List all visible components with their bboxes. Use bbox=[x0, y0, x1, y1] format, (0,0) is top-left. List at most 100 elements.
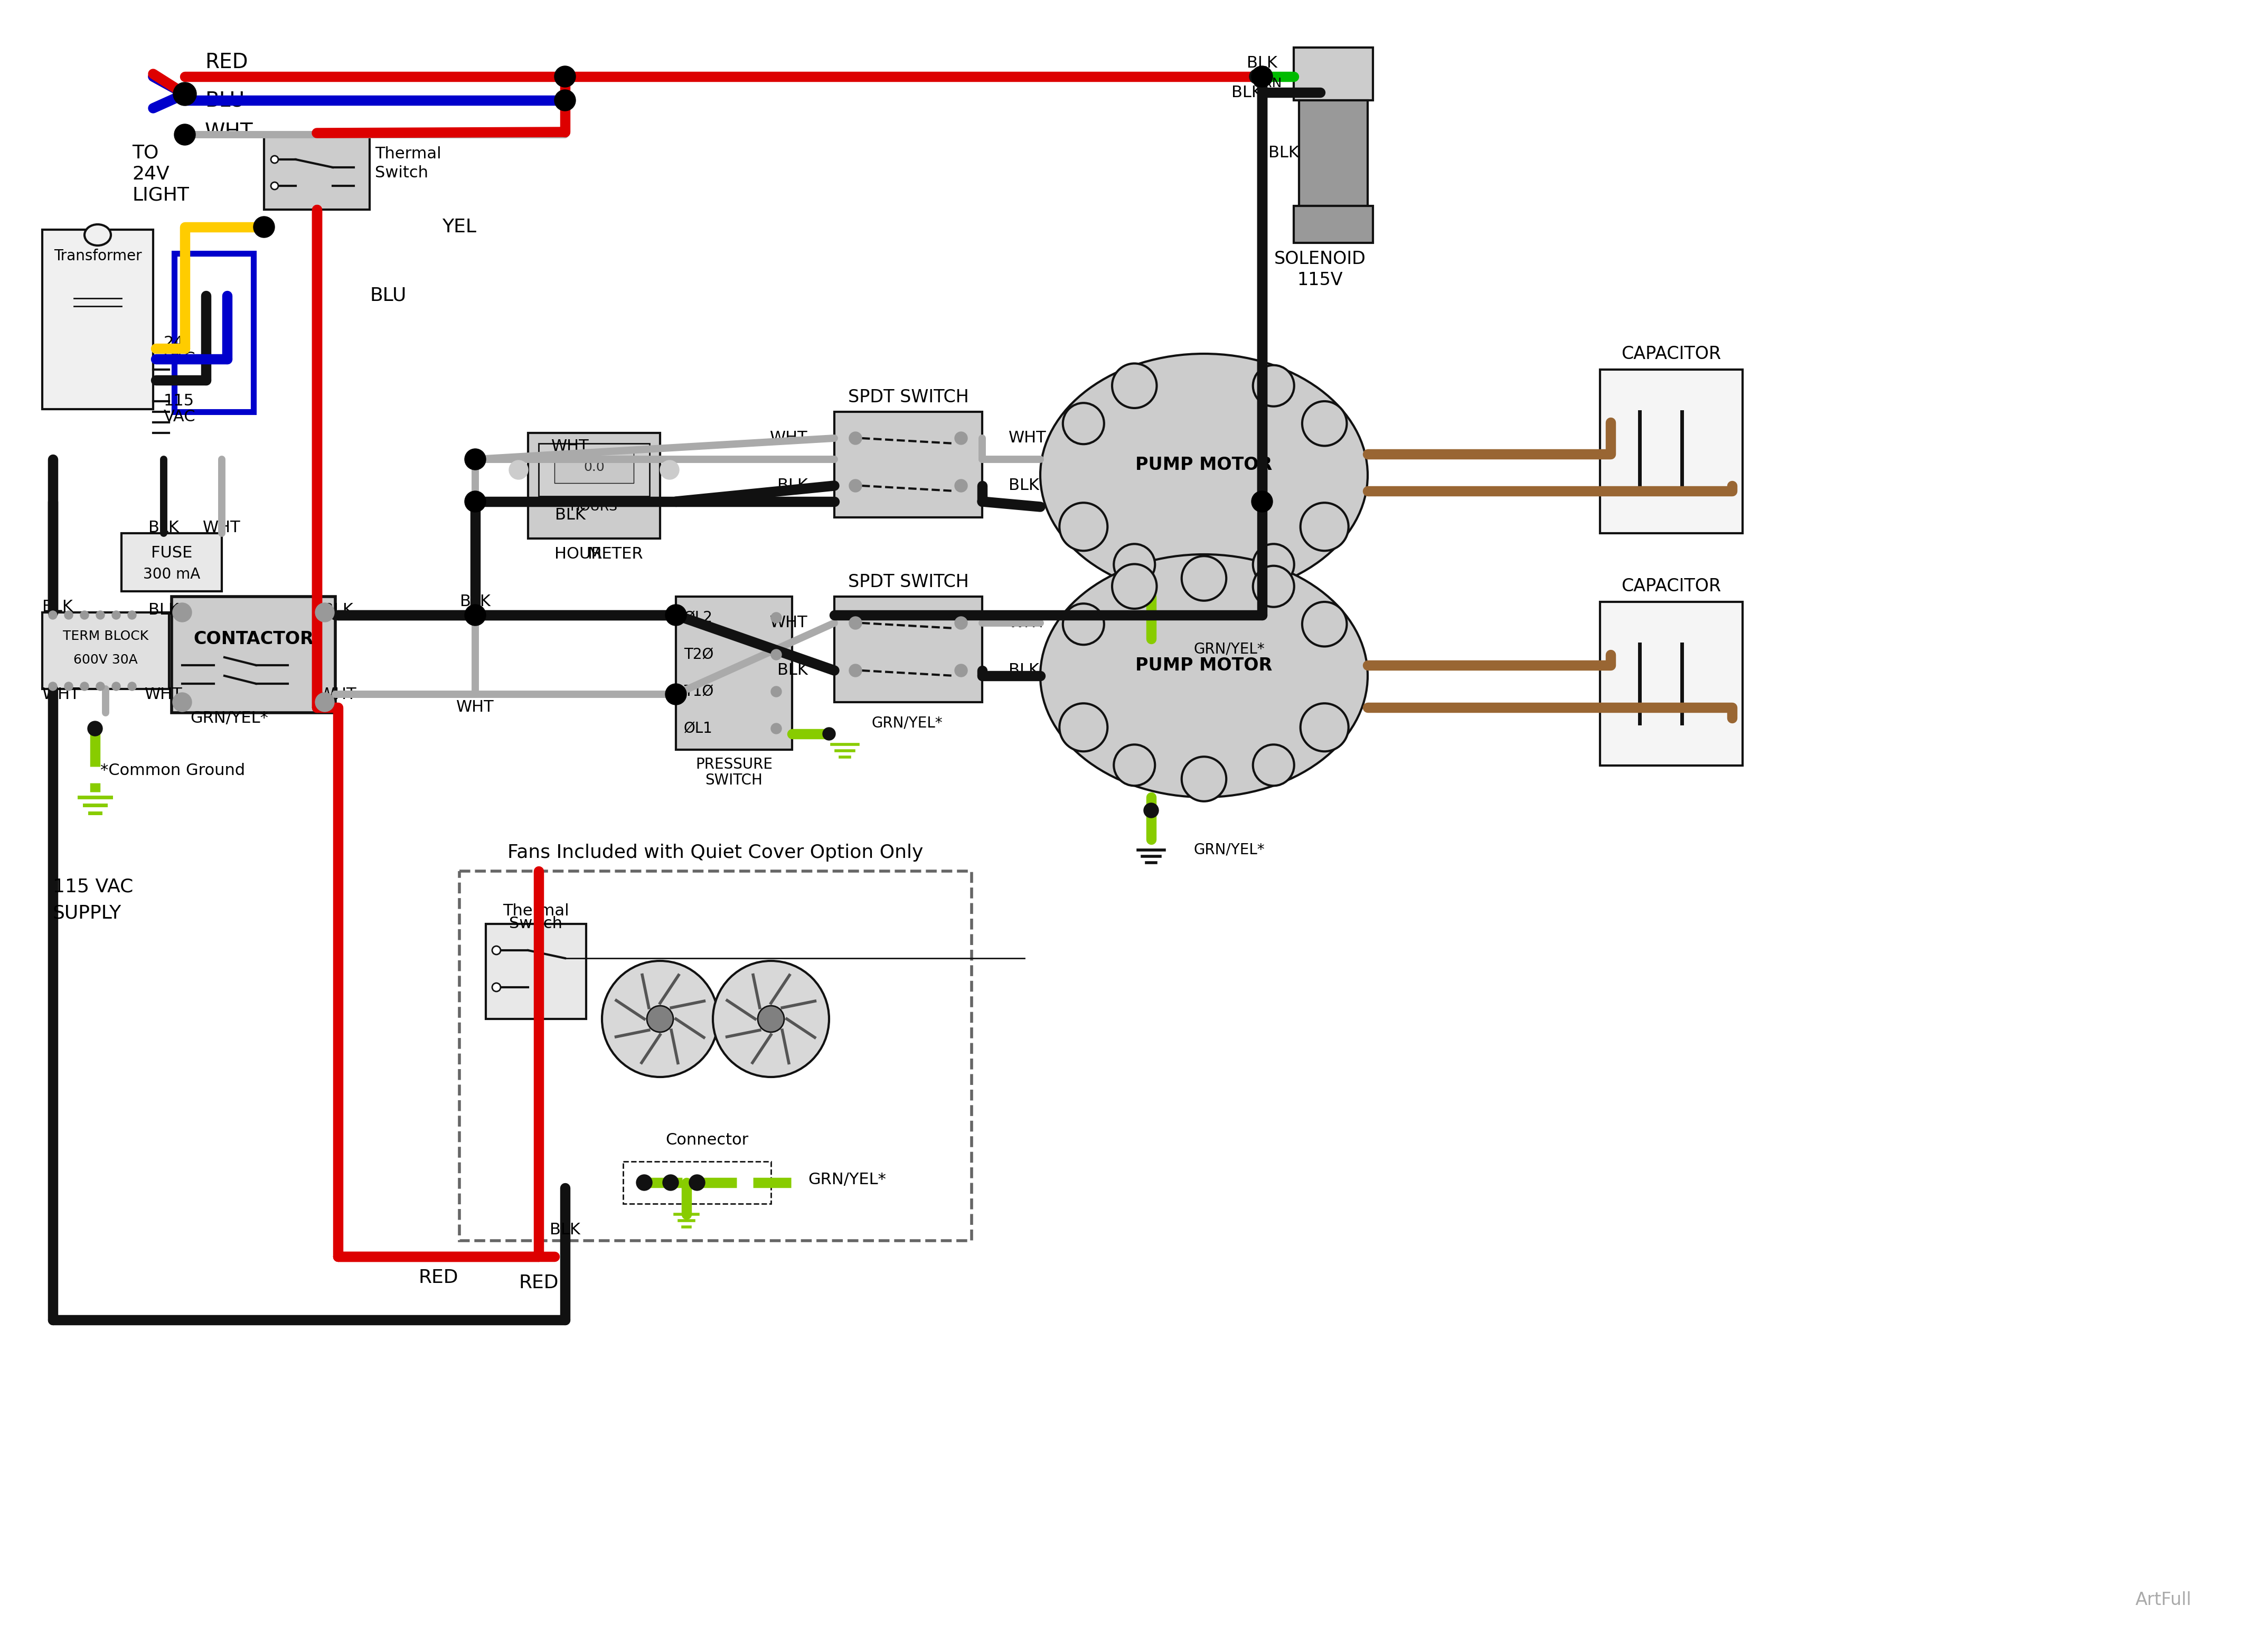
Text: 115V: 115V bbox=[1297, 271, 1343, 289]
Circle shape bbox=[553, 65, 576, 87]
Circle shape bbox=[1182, 556, 1227, 601]
Text: ØL2: ØL2 bbox=[685, 611, 712, 626]
Bar bbox=[263, 132, 370, 209]
Circle shape bbox=[315, 603, 333, 623]
Circle shape bbox=[848, 616, 862, 629]
Circle shape bbox=[315, 693, 333, 712]
Text: WHT: WHT bbox=[456, 699, 494, 716]
Circle shape bbox=[771, 686, 782, 696]
Circle shape bbox=[172, 603, 193, 623]
Circle shape bbox=[48, 611, 57, 619]
Text: WHT: WHT bbox=[43, 686, 79, 703]
Bar bbox=[835, 596, 982, 703]
Circle shape bbox=[1064, 603, 1105, 645]
Circle shape bbox=[492, 946, 501, 954]
Circle shape bbox=[771, 613, 782, 623]
Text: BLK: BLK bbox=[1009, 663, 1039, 678]
Bar bbox=[460, 871, 971, 1240]
Circle shape bbox=[270, 155, 279, 163]
Circle shape bbox=[95, 681, 104, 691]
Text: WHT: WHT bbox=[320, 686, 356, 703]
Circle shape bbox=[175, 124, 195, 145]
Bar bbox=[1293, 47, 1372, 100]
Text: VAC: VAC bbox=[163, 410, 195, 425]
Text: 300 mA: 300 mA bbox=[143, 567, 200, 582]
Circle shape bbox=[955, 616, 968, 629]
Text: BLK: BLK bbox=[1009, 479, 1039, 493]
Circle shape bbox=[665, 683, 687, 704]
Circle shape bbox=[492, 984, 501, 992]
Circle shape bbox=[1250, 69, 1263, 83]
Circle shape bbox=[508, 461, 528, 479]
Text: 115 VAC: 115 VAC bbox=[52, 877, 134, 895]
Bar bbox=[1293, 206, 1372, 243]
Bar bbox=[175, 253, 254, 412]
Text: WHT: WHT bbox=[202, 520, 240, 536]
Ellipse shape bbox=[1041, 554, 1368, 797]
Text: LIGHT: LIGHT bbox=[132, 186, 188, 204]
Circle shape bbox=[1302, 402, 1347, 446]
Text: GRN: GRN bbox=[1252, 77, 1281, 90]
Circle shape bbox=[646, 1007, 674, 1033]
Text: 24: 24 bbox=[163, 335, 184, 351]
Circle shape bbox=[712, 961, 830, 1077]
Text: BLK: BLK bbox=[147, 520, 179, 536]
Text: GRN/YEL*: GRN/YEL* bbox=[871, 716, 943, 730]
Circle shape bbox=[48, 681, 57, 691]
Circle shape bbox=[771, 649, 782, 660]
Bar bbox=[1300, 100, 1368, 206]
Bar bbox=[1599, 369, 1742, 533]
Text: TERM BLOCK: TERM BLOCK bbox=[64, 629, 147, 642]
Circle shape bbox=[465, 490, 485, 511]
Text: T2Ø: T2Ø bbox=[685, 647, 714, 662]
Circle shape bbox=[1114, 544, 1154, 585]
Bar bbox=[43, 230, 154, 409]
Text: TO: TO bbox=[132, 144, 159, 162]
Circle shape bbox=[1111, 363, 1157, 409]
Text: SWITCH: SWITCH bbox=[705, 773, 762, 788]
Circle shape bbox=[665, 605, 687, 626]
Circle shape bbox=[1300, 503, 1349, 551]
Circle shape bbox=[64, 681, 73, 691]
Circle shape bbox=[955, 431, 968, 444]
Text: WHT: WHT bbox=[1009, 616, 1046, 631]
Circle shape bbox=[848, 431, 862, 444]
Circle shape bbox=[1111, 564, 1157, 609]
Text: ArtFull: ArtFull bbox=[2134, 1592, 2191, 1608]
Circle shape bbox=[1300, 703, 1349, 752]
Circle shape bbox=[1252, 745, 1295, 786]
Text: Connector: Connector bbox=[665, 1132, 748, 1149]
Circle shape bbox=[1252, 490, 1272, 511]
Circle shape bbox=[95, 611, 104, 619]
Circle shape bbox=[823, 727, 835, 740]
Circle shape bbox=[175, 83, 195, 105]
Bar bbox=[624, 1162, 771, 1204]
Ellipse shape bbox=[84, 224, 111, 245]
Circle shape bbox=[111, 611, 120, 619]
Circle shape bbox=[758, 1007, 785, 1033]
Circle shape bbox=[111, 681, 120, 691]
Circle shape bbox=[553, 90, 576, 111]
Bar bbox=[43, 613, 170, 690]
Text: WHT: WHT bbox=[551, 438, 590, 454]
Circle shape bbox=[1059, 703, 1107, 752]
Text: BLK: BLK bbox=[556, 507, 585, 523]
Text: SOLENOID: SOLENOID bbox=[1275, 250, 1365, 268]
Text: WHT: WHT bbox=[771, 616, 807, 631]
Circle shape bbox=[79, 681, 88, 691]
Circle shape bbox=[955, 663, 968, 676]
Circle shape bbox=[172, 82, 197, 106]
Circle shape bbox=[660, 461, 678, 479]
Circle shape bbox=[662, 1175, 678, 1191]
Text: CAPACITOR: CAPACITOR bbox=[1622, 577, 1721, 595]
Circle shape bbox=[127, 681, 136, 691]
Text: BLK: BLK bbox=[322, 601, 354, 618]
Text: METER: METER bbox=[587, 547, 642, 562]
Text: Thermal: Thermal bbox=[374, 147, 442, 162]
Text: YEL: YEL bbox=[442, 217, 476, 235]
Circle shape bbox=[79, 611, 88, 619]
Circle shape bbox=[1252, 565, 1295, 606]
Bar bbox=[553, 451, 633, 484]
Text: 24V: 24V bbox=[132, 165, 170, 183]
Circle shape bbox=[601, 961, 719, 1077]
